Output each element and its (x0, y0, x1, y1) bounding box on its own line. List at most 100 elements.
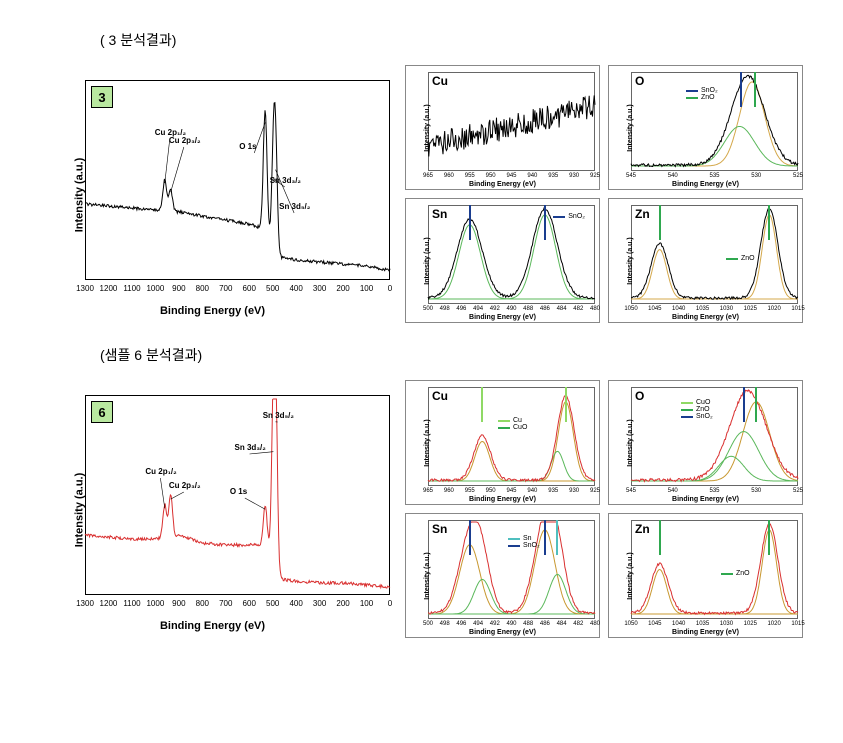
x-axis-label: Binding Energy (eV) (160, 305, 265, 317)
xtick-label: 1040 (672, 621, 685, 627)
xtick-label: 900 (172, 599, 185, 608)
xtick-label: 940 (527, 173, 537, 179)
y-axis-label: Intensity (a.u.) (627, 104, 634, 151)
x-axis-label: Binding Energy (eV) (469, 496, 536, 503)
xtick-label: 930 (569, 173, 579, 179)
detail-chart-o: OSnO₂ZnO525530535540545Binding Energy (e… (608, 65, 803, 190)
element-label: Sn (432, 522, 447, 536)
x-axis-label: Binding Energy (eV) (469, 629, 536, 636)
xtick-label: 1025 (744, 306, 757, 312)
xtick-label: 930 (569, 488, 579, 494)
xtick-label: 490 (506, 621, 516, 627)
xtick-label: 540 (668, 488, 678, 494)
xtick-label: 1035 (696, 306, 709, 312)
xtick-label: 700 (219, 599, 232, 608)
legend-label: ZnO (696, 406, 710, 413)
xtick-label: 950 (486, 488, 496, 494)
sample3-survey-chart: Cu 2p₁/₂Cu 2p₃/₂O 1sSn 3d₃/₂Sn 3d₅/₂0100… (40, 65, 385, 325)
xtick-label: 400 (289, 599, 302, 608)
xtick-label: 545 (626, 488, 636, 494)
xtick-label: 480 (590, 621, 600, 627)
peak-label: Sn 3d₃/₂ (270, 176, 301, 185)
sample3-quad: Cu925930935940945950955960965Binding Ene… (405, 65, 803, 323)
xtick-label: 940 (527, 488, 537, 494)
legend-label: ZnO (736, 570, 750, 577)
reference-line (659, 205, 661, 240)
reference-line (565, 387, 567, 422)
xtick-label: 1030 (720, 306, 733, 312)
xtick-label: 1300 (76, 599, 94, 608)
x-axis-label: Binding Energy (eV) (672, 629, 739, 636)
reference-line (544, 520, 546, 555)
element-label: Cu (432, 389, 448, 403)
xtick-label: 700 (219, 284, 232, 293)
xtick-label: 0 (388, 284, 392, 293)
legend-label: ZnO (701, 94, 715, 101)
xtick-label: 955 (465, 173, 475, 179)
xtick-label: 950 (486, 173, 496, 179)
element-label: Cu (432, 74, 448, 88)
reference-line (768, 205, 770, 240)
xtick-label: 1025 (744, 621, 757, 627)
xtick-label: 1200 (100, 599, 118, 608)
xtick-label: 498 (440, 621, 450, 627)
section6-title: (샘플 6 분석결과) (100, 345, 803, 365)
x-axis-label: Binding Energy (eV) (672, 181, 739, 188)
x-axis-label: Binding Energy (eV) (672, 314, 739, 321)
xtick-label: 1045 (648, 621, 661, 627)
reference-line (544, 205, 546, 240)
xtick-label: 400 (289, 284, 302, 293)
peak-label: Cu 2p₁/₂ (145, 467, 176, 476)
element-label: Zn (635, 522, 650, 536)
xtick-label: 925 (590, 173, 600, 179)
xtick-label: 500 (266, 284, 279, 293)
y-axis-label: Intensity (a.u.) (424, 237, 431, 284)
xtick-label: 300 (313, 599, 326, 608)
xtick-label: 482 (573, 306, 583, 312)
legend-label: Cu (513, 417, 522, 424)
xtick-label: 200 (336, 284, 349, 293)
peak-label: Cu 2p₃/₂ (169, 481, 201, 490)
xtick-label: 0 (388, 599, 392, 608)
reference-line (768, 520, 770, 555)
xtick-label: 945 (506, 173, 516, 179)
legend-label: SnO₂ (696, 413, 713, 420)
peak-label: Sn 3d₅/₂ (263, 411, 294, 420)
xtick-label: 955 (465, 488, 475, 494)
legend-label: SnO₂ (701, 87, 718, 94)
xtick-label: 1045 (648, 306, 661, 312)
legend: CuCuO (498, 417, 527, 431)
xtick-label: 496 (456, 306, 466, 312)
y-axis-label: Intensity (a.u.) (73, 158, 85, 233)
xtick-label: 1300 (76, 284, 94, 293)
xtick-label: 486 (540, 306, 550, 312)
reference-line (755, 387, 757, 422)
xtick-label: 494 (473, 621, 483, 627)
xtick-label: 960 (444, 488, 454, 494)
section3-title: ( 3 분석결과) (100, 30, 803, 50)
reference-line (556, 520, 558, 555)
xtick-label: 100 (360, 599, 373, 608)
xtick-label: 1020 (767, 306, 780, 312)
xtick-label: 545 (626, 173, 636, 179)
xtick-label: 480 (590, 306, 600, 312)
xtick-label: 496 (456, 621, 466, 627)
legend-label: CuO (696, 399, 710, 406)
x-axis-label: Binding Energy (eV) (160, 620, 265, 632)
reference-line (743, 387, 745, 422)
xtick-label: 494 (473, 306, 483, 312)
peak-label: O 1s (230, 487, 247, 496)
xtick-label: 1020 (767, 621, 780, 627)
y-axis-label: Intensity (a.u.) (424, 419, 431, 466)
xtick-label: 492 (490, 306, 500, 312)
xtick-label: 540 (668, 173, 678, 179)
xtick-label: 500 (423, 621, 433, 627)
reference-line (740, 72, 742, 107)
xtick-label: 1000 (146, 599, 164, 608)
y-axis-label: Intensity (a.u.) (73, 473, 85, 548)
xtick-label: 530 (751, 173, 761, 179)
xtick-label: 486 (540, 621, 550, 627)
detail-chart-sn: SnSnO₂480482484486488490492494496498500B… (405, 198, 600, 323)
xtick-label: 535 (709, 173, 719, 179)
sample-badge: 3 (91, 86, 113, 108)
